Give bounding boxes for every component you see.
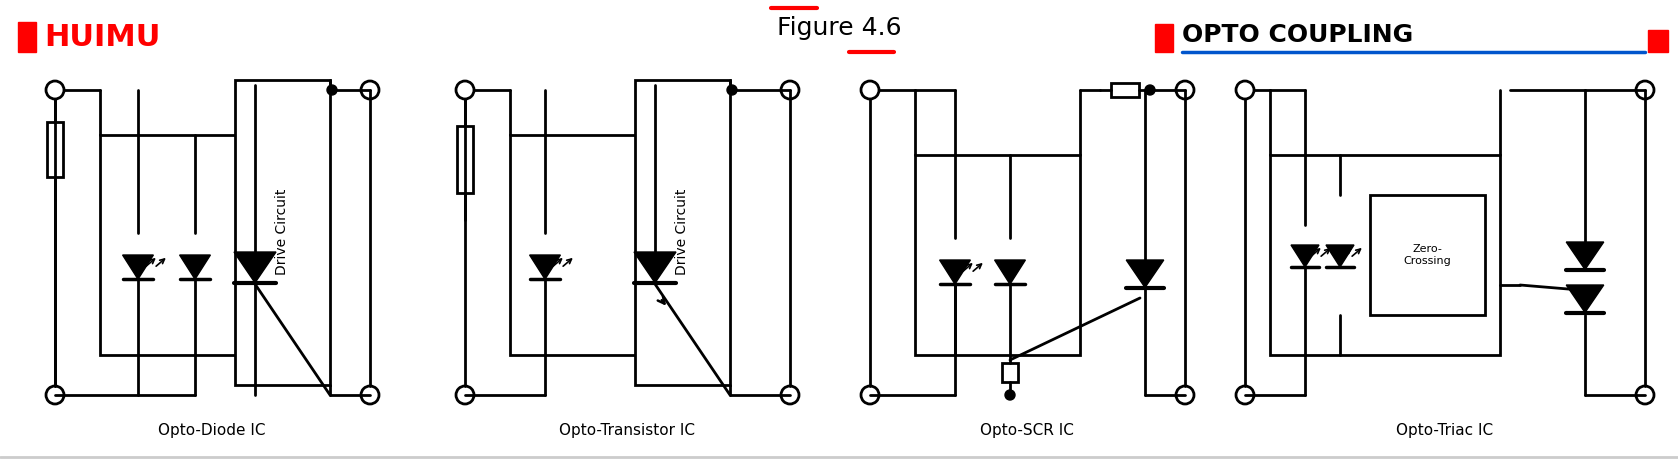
- Circle shape: [1144, 85, 1154, 95]
- Polygon shape: [634, 252, 676, 283]
- Bar: [634, 80, 730, 385]
- Text: Drive Circuit: Drive Circuit: [675, 189, 690, 275]
- Text: Figure 4.6: Figure 4.6: [777, 16, 901, 40]
- Polygon shape: [122, 255, 153, 279]
- Polygon shape: [940, 260, 970, 284]
- Polygon shape: [1326, 245, 1354, 267]
- Bar: [1648, 30, 1668, 52]
- Bar: [1270, 155, 1500, 355]
- Text: Opto-Triac IC: Opto-Triac IC: [1396, 422, 1493, 437]
- Bar: [915, 155, 1081, 355]
- Polygon shape: [233, 252, 275, 283]
- Polygon shape: [1566, 285, 1604, 313]
- Polygon shape: [180, 255, 210, 279]
- Text: HUIMU: HUIMU: [44, 23, 161, 52]
- Bar: [47, 122, 64, 177]
- Text: Opto-Diode IC: Opto-Diode IC: [158, 422, 265, 437]
- Polygon shape: [995, 260, 1025, 284]
- Bar: [1369, 195, 1485, 315]
- Circle shape: [327, 85, 337, 95]
- Bar: [456, 126, 473, 193]
- Bar: [18, 22, 35, 52]
- Bar: [101, 135, 270, 355]
- Bar: [1111, 83, 1139, 97]
- Bar: [1002, 363, 1019, 382]
- Polygon shape: [1290, 245, 1319, 267]
- Text: Zero-
Crossing: Zero- Crossing: [1403, 244, 1451, 266]
- Text: Opto-SCR IC: Opto-SCR IC: [980, 422, 1074, 437]
- Circle shape: [1005, 390, 1015, 400]
- Polygon shape: [1126, 260, 1165, 287]
- Text: OPTO COUPLING: OPTO COUPLING: [1181, 23, 1413, 47]
- Bar: [235, 80, 331, 385]
- Bar: [510, 135, 670, 355]
- Polygon shape: [1566, 242, 1604, 269]
- Circle shape: [727, 85, 737, 95]
- Text: Opto-Transistor IC: Opto-Transistor IC: [559, 422, 695, 437]
- Text: Drive Circuit: Drive Circuit: [275, 189, 289, 275]
- Bar: [1154, 24, 1173, 52]
- Polygon shape: [530, 255, 560, 279]
